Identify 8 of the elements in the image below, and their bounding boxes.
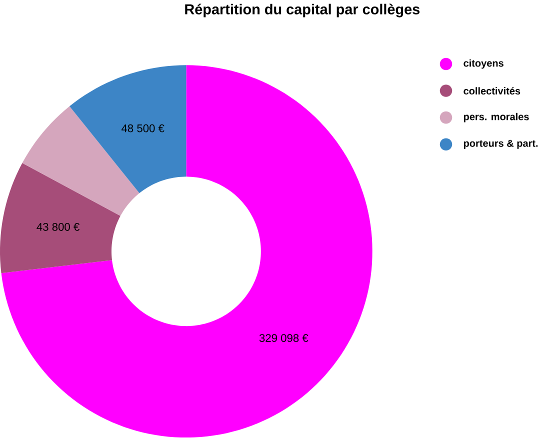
legend-label: porteurs & part.	[464, 140, 538, 150]
legend-label: citoyens	[464, 60, 504, 69]
legend-label: pers. morales	[464, 113, 529, 122]
data-label: 43 800 €	[36, 223, 80, 232]
data-label: 329 098 €	[259, 334, 308, 342]
legend-label: collectivités	[464, 87, 520, 95]
data-label: 48 500 €	[122, 124, 164, 132]
chart-title: Répartition du capital par collèges	[185, 4, 420, 18]
